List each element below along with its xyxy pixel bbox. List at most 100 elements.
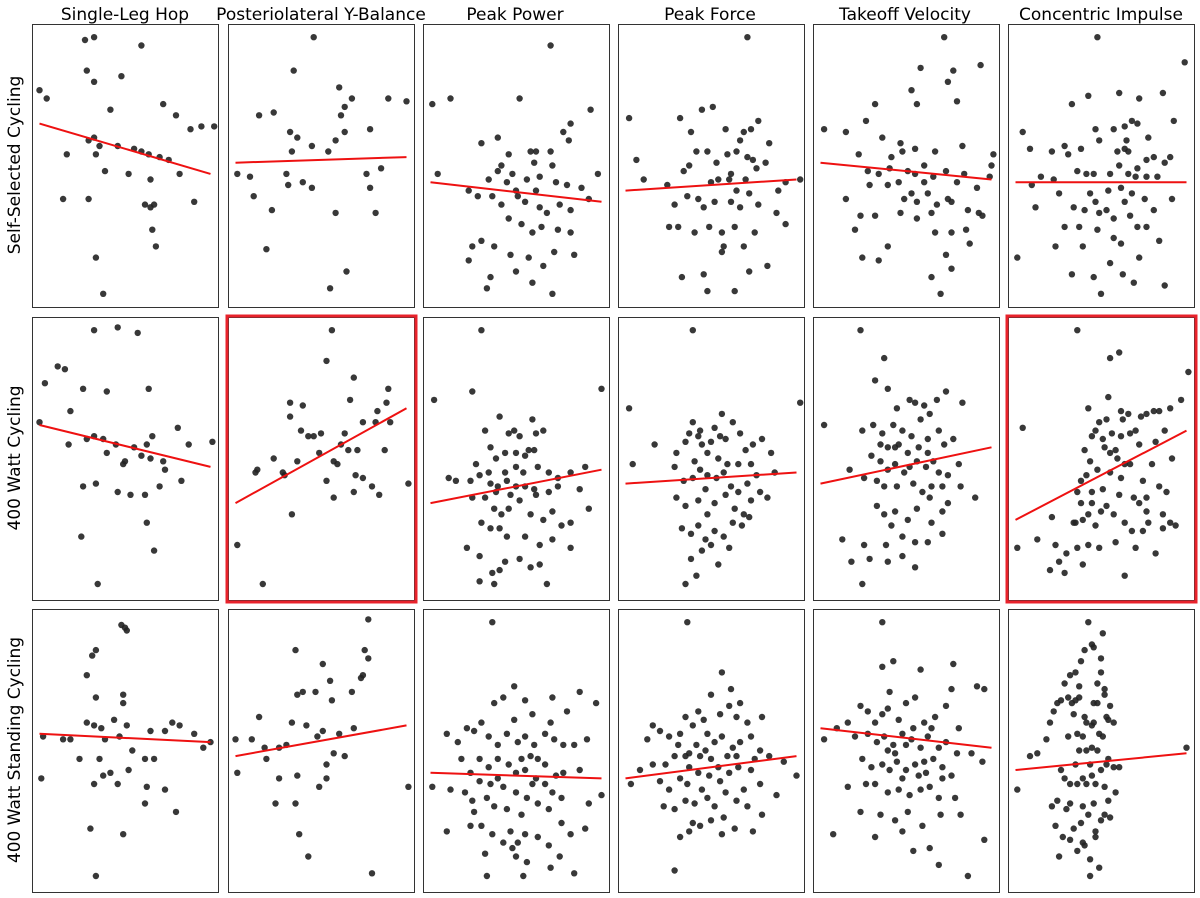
scatter-point (1081, 646, 1088, 654)
scatter-point (576, 766, 583, 774)
scatter-point (931, 713, 939, 721)
scatter-point (972, 494, 979, 501)
scatter-point (695, 433, 702, 440)
scatter-point (756, 488, 764, 496)
scatter-point (496, 413, 503, 420)
scatter-point (1052, 822, 1059, 829)
scatter-point (143, 783, 150, 790)
scatter-point (908, 433, 915, 440)
regression-line (820, 446, 992, 485)
scatter-point (1132, 544, 1139, 551)
scatter-point (1092, 427, 1099, 434)
scatter-point (90, 34, 98, 41)
scatter-point (125, 766, 132, 774)
scatter-point (846, 466, 853, 473)
scatter-point (1114, 148, 1121, 155)
scatter-point (1106, 259, 1114, 267)
scatter-point (1063, 550, 1070, 557)
scatter-point (323, 761, 330, 768)
scatter-point (326, 285, 334, 292)
scatter-point (1083, 747, 1090, 754)
scatter-point (491, 505, 498, 512)
scatter-point (935, 861, 942, 869)
scatter-point (924, 539, 931, 546)
scatter-point (465, 187, 472, 194)
scatter-point (100, 772, 107, 779)
scatter-point (851, 226, 859, 233)
scatter-point (1116, 162, 1123, 169)
scatter-point (494, 755, 501, 763)
scatter-point (547, 719, 554, 726)
scatter-point (1154, 173, 1161, 180)
scatter-point (200, 744, 207, 751)
scatter-point (290, 67, 297, 74)
scatter-point (141, 491, 149, 498)
scatter-point (888, 153, 895, 161)
scatter-point (709, 103, 716, 111)
panel-self-selected-cycling-peak-power (423, 24, 610, 308)
scatter-point (756, 780, 764, 788)
scatter-point (1150, 206, 1158, 214)
scatter-point (474, 193, 481, 200)
scatter-point (866, 555, 873, 563)
scatter-point (707, 755, 715, 763)
scatter-point (1094, 680, 1101, 687)
scatter-point (740, 511, 747, 518)
scatter-point (452, 477, 460, 484)
scatter-point (160, 458, 167, 465)
scatter-point (120, 699, 127, 707)
scatter-point (636, 766, 644, 774)
scatter-point (897, 140, 904, 147)
highlight-frame (1005, 314, 1198, 604)
scatter-point (773, 209, 780, 217)
scatter-point (511, 427, 518, 434)
scatter-point (1081, 713, 1088, 721)
scatter-point (1110, 511, 1117, 518)
scatter-point (1114, 455, 1121, 462)
scatter-point (782, 220, 789, 228)
scatter-point (110, 716, 118, 723)
scatter-point (560, 769, 567, 776)
scatter-point (747, 126, 755, 133)
scatter-point (1074, 544, 1081, 551)
scatter-point (512, 268, 520, 275)
scatter-point (516, 95, 523, 102)
scatter-point (911, 145, 919, 152)
scatter-point (529, 229, 536, 236)
scatter-point (944, 78, 952, 86)
scatter-point (950, 660, 957, 668)
scatter-point (1088, 433, 1096, 440)
scatter-point (305, 433, 312, 440)
scatter-point (350, 488, 357, 496)
scatter-point (696, 466, 704, 473)
scatter-point (1101, 811, 1108, 818)
scatter-point (722, 435, 729, 443)
scatter-point (731, 825, 738, 832)
scatter-point (935, 744, 942, 751)
scatter-point (549, 290, 556, 297)
scatter-point (523, 794, 531, 802)
scatter-point (67, 407, 74, 415)
scatter-point (185, 441, 192, 448)
scatter-point (1086, 872, 1094, 880)
scatter-point (820, 736, 828, 743)
scatter-point (747, 766, 755, 774)
scatter-point (879, 430, 886, 437)
scatter-point (1014, 544, 1021, 551)
scatter-point (478, 237, 485, 244)
scatter-point (505, 761, 512, 768)
scatter-point (594, 170, 602, 178)
scatter-point (724, 460, 731, 468)
scatter-point (1110, 234, 1117, 242)
scatter-point (917, 666, 924, 673)
scatter-point (736, 699, 744, 707)
scatter-point (1079, 516, 1087, 524)
scatter-point (830, 831, 837, 838)
scatter-point (627, 780, 635, 788)
scatter-point (120, 691, 127, 698)
scatter-point (682, 438, 689, 445)
scatter-point (910, 847, 917, 855)
scatter-point (682, 713, 689, 721)
scatter-point (405, 783, 412, 790)
scatter-point (54, 363, 61, 370)
